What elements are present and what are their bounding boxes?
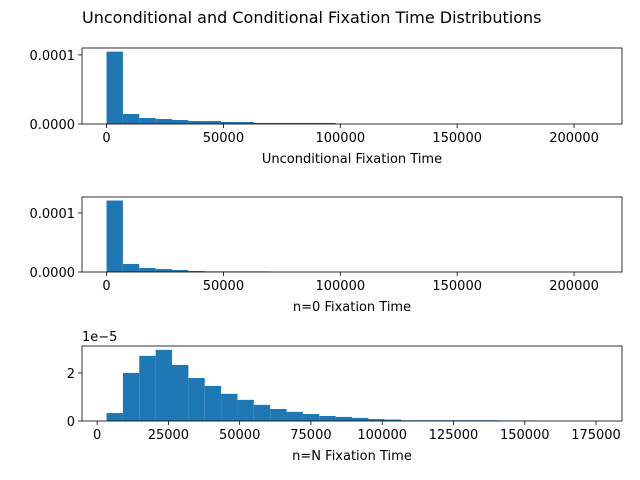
offset-text: 1e−5 — [82, 330, 117, 345]
x-tick-label: 175000 — [571, 428, 621, 443]
x-tick-label: 100000 — [315, 131, 365, 146]
bar — [253, 122, 271, 124]
x-axis-label: n=0 Fixation Time — [293, 300, 411, 315]
x-tick-label: 150000 — [500, 428, 550, 443]
bar — [122, 372, 140, 421]
bar — [221, 121, 238, 124]
bar — [253, 404, 271, 421]
bar — [106, 413, 123, 421]
bar — [302, 414, 320, 421]
x-tick-label: 50000 — [203, 131, 244, 146]
x-tick-label: 200000 — [549, 279, 599, 294]
bar — [188, 270, 205, 272]
bar — [270, 408, 287, 421]
y-tick-label: 0.0000 — [30, 266, 76, 281]
x-tick-label: 50000 — [219, 428, 260, 443]
x-tick-label: 150000 — [432, 279, 482, 294]
bar — [270, 122, 287, 124]
axes-frame — [81, 47, 623, 125]
x-tick-label: 0 — [102, 131, 110, 146]
bar — [172, 364, 189, 421]
axes-frame — [81, 345, 623, 422]
bar — [122, 113, 140, 124]
x-tick-label: 75000 — [290, 428, 331, 443]
bar — [237, 399, 254, 421]
bar — [188, 121, 205, 124]
x-tick-label: 100000 — [315, 279, 365, 294]
x-tick-label: 0 — [102, 279, 110, 294]
bar — [286, 122, 303, 124]
x-tick-label: 0 — [93, 428, 101, 443]
x-tick-label: 100000 — [357, 428, 407, 443]
bar — [221, 393, 238, 421]
bar — [122, 263, 140, 272]
bar — [139, 117, 156, 124]
bar — [155, 119, 172, 124]
y-tick-label: 2 — [67, 367, 75, 382]
bar — [155, 349, 172, 421]
bar — [188, 377, 205, 421]
x-tick-label: 25000 — [148, 428, 189, 443]
bar — [204, 385, 222, 421]
bar — [302, 122, 320, 124]
bar — [106, 51, 123, 124]
axes-frame — [81, 196, 623, 273]
y-tick-label: 0 — [67, 415, 75, 430]
bar — [172, 119, 189, 124]
x-tick-label: 150000 — [432, 131, 482, 146]
bar — [204, 121, 222, 124]
bar — [237, 121, 254, 124]
bar — [368, 419, 385, 421]
y-tick-label: 0.0000 — [30, 118, 76, 133]
bar — [139, 267, 156, 272]
x-tick-label: 50000 — [203, 279, 244, 294]
x-axis-label: Unconditional Fixation Time — [262, 152, 442, 167]
figure-title: Unconditional and Conditional Fixation T… — [82, 8, 541, 27]
bar — [384, 419, 402, 421]
bar — [352, 417, 369, 421]
bar — [319, 415, 336, 421]
x-axis-label: n=N Fixation Time — [292, 449, 412, 464]
y-tick-label: 0.0001 — [30, 207, 76, 222]
bar — [172, 269, 189, 272]
x-tick-label: 125000 — [429, 428, 479, 443]
bar — [286, 411, 303, 421]
bar — [155, 269, 172, 272]
x-tick-label: 200000 — [549, 131, 599, 146]
bar — [139, 355, 156, 421]
bar — [319, 122, 336, 124]
bar — [106, 200, 123, 272]
bar — [335, 416, 352, 421]
y-tick-label: 0.0001 — [30, 49, 76, 64]
